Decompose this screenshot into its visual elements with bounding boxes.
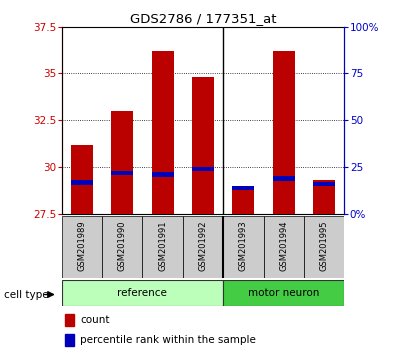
Text: GSM201989: GSM201989 bbox=[77, 220, 86, 271]
Bar bbox=[62, 216, 102, 278]
Text: GSM201994: GSM201994 bbox=[279, 221, 288, 271]
Text: GSM201992: GSM201992 bbox=[199, 221, 207, 271]
Text: percentile rank within the sample: percentile rank within the sample bbox=[80, 335, 256, 345]
Bar bbox=[152, 51, 174, 214]
Bar bbox=[313, 181, 335, 214]
Bar bbox=[152, 172, 174, 177]
Bar bbox=[232, 190, 254, 214]
Text: GSM201993: GSM201993 bbox=[239, 220, 248, 271]
Bar bbox=[64, 334, 74, 346]
Bar bbox=[102, 216, 142, 278]
Bar bbox=[71, 145, 93, 214]
Bar bbox=[71, 180, 93, 185]
Bar bbox=[183, 216, 223, 278]
Bar bbox=[111, 111, 133, 214]
Text: GSM201995: GSM201995 bbox=[320, 221, 329, 271]
Bar bbox=[192, 77, 214, 214]
Bar bbox=[223, 280, 344, 306]
Bar bbox=[223, 216, 263, 278]
Bar bbox=[232, 185, 254, 190]
Bar bbox=[313, 182, 335, 187]
Bar bbox=[273, 176, 295, 181]
Bar bbox=[62, 280, 223, 306]
Bar bbox=[142, 216, 183, 278]
Text: GSM201990: GSM201990 bbox=[118, 221, 127, 271]
Text: motor neuron: motor neuron bbox=[248, 288, 320, 298]
Bar bbox=[192, 167, 214, 171]
Bar bbox=[304, 216, 344, 278]
Text: cell type: cell type bbox=[4, 290, 49, 299]
Bar bbox=[111, 171, 133, 175]
Text: count: count bbox=[80, 315, 109, 325]
Bar bbox=[263, 216, 304, 278]
Text: reference: reference bbox=[117, 288, 168, 298]
Bar bbox=[64, 314, 74, 326]
Text: GSM201991: GSM201991 bbox=[158, 221, 167, 271]
Bar bbox=[273, 51, 295, 214]
Title: GDS2786 / 177351_at: GDS2786 / 177351_at bbox=[130, 12, 276, 25]
